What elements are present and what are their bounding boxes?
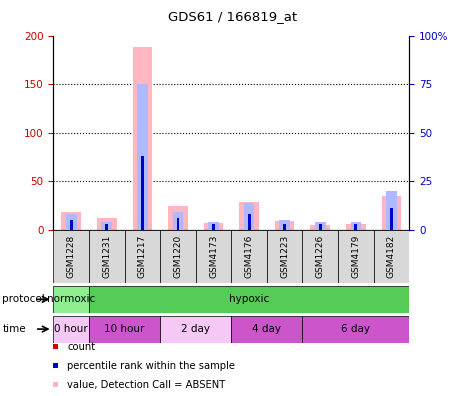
Text: value, Detection Call = ABSENT: value, Detection Call = ABSENT bbox=[67, 379, 226, 390]
Bar bbox=[106, 224, 108, 230]
Bar bbox=[140, 228, 145, 230]
Bar bbox=[53, 316, 89, 343]
Text: GSM4176: GSM4176 bbox=[245, 235, 253, 278]
Bar bbox=[211, 228, 216, 230]
Bar bbox=[283, 224, 286, 230]
Text: GSM4179: GSM4179 bbox=[352, 235, 360, 278]
Text: time: time bbox=[2, 324, 26, 334]
Text: GDS61 / 166819_at: GDS61 / 166819_at bbox=[168, 10, 297, 23]
Bar bbox=[232, 316, 303, 343]
Bar bbox=[346, 224, 365, 230]
Text: protocol: protocol bbox=[2, 294, 45, 305]
Bar bbox=[177, 218, 179, 230]
Text: GSM1231: GSM1231 bbox=[102, 235, 111, 278]
Bar bbox=[248, 214, 251, 230]
Bar bbox=[160, 230, 196, 283]
Bar bbox=[70, 220, 73, 230]
Bar bbox=[125, 230, 160, 283]
Bar bbox=[53, 230, 89, 283]
Bar bbox=[137, 84, 148, 230]
Text: GSM1223: GSM1223 bbox=[280, 235, 289, 278]
Bar bbox=[315, 222, 325, 230]
Bar bbox=[354, 224, 357, 230]
Bar bbox=[389, 226, 394, 230]
Bar bbox=[279, 220, 290, 230]
Text: GSM1228: GSM1228 bbox=[67, 235, 76, 278]
Bar bbox=[303, 316, 409, 343]
Text: GSM1226: GSM1226 bbox=[316, 235, 325, 278]
Text: count: count bbox=[67, 341, 95, 352]
Bar bbox=[374, 230, 409, 283]
Bar bbox=[204, 223, 223, 230]
Bar bbox=[282, 228, 287, 230]
Bar bbox=[141, 156, 144, 230]
Text: hypoxic: hypoxic bbox=[229, 294, 269, 305]
Bar bbox=[390, 208, 393, 230]
Bar bbox=[232, 230, 267, 283]
Bar bbox=[382, 196, 401, 230]
Bar bbox=[61, 212, 81, 230]
Text: GSM1217: GSM1217 bbox=[138, 235, 147, 278]
Bar bbox=[208, 222, 219, 230]
Bar bbox=[353, 228, 359, 230]
Bar bbox=[246, 227, 252, 230]
Text: GSM4173: GSM4173 bbox=[209, 235, 218, 278]
Bar bbox=[386, 191, 397, 230]
Bar bbox=[97, 218, 117, 230]
Bar bbox=[318, 228, 323, 230]
Text: percentile rank within the sample: percentile rank within the sample bbox=[67, 360, 235, 371]
Bar bbox=[104, 228, 109, 230]
Text: 10 hour: 10 hour bbox=[105, 324, 145, 334]
Bar bbox=[133, 47, 152, 230]
Text: GSM1220: GSM1220 bbox=[173, 235, 182, 278]
Bar bbox=[303, 230, 338, 283]
Bar bbox=[101, 222, 112, 230]
Bar bbox=[311, 225, 330, 230]
Bar bbox=[175, 228, 180, 230]
Bar bbox=[196, 230, 232, 283]
Bar bbox=[212, 224, 215, 230]
Bar bbox=[69, 228, 74, 230]
Text: GSM4182: GSM4182 bbox=[387, 235, 396, 278]
Bar bbox=[351, 222, 361, 230]
Bar bbox=[89, 316, 160, 343]
Text: 4 day: 4 day bbox=[252, 324, 281, 334]
Bar bbox=[89, 230, 125, 283]
Text: 6 day: 6 day bbox=[341, 324, 370, 334]
Bar bbox=[319, 224, 322, 230]
Bar bbox=[66, 214, 77, 230]
Text: 0 hour: 0 hour bbox=[54, 324, 88, 334]
Bar bbox=[53, 286, 89, 313]
Bar bbox=[173, 212, 183, 230]
Bar bbox=[267, 230, 303, 283]
Bar bbox=[239, 202, 259, 230]
Bar bbox=[275, 221, 294, 230]
Bar bbox=[244, 202, 254, 230]
Text: normoxic: normoxic bbox=[47, 294, 95, 305]
Text: 2 day: 2 day bbox=[181, 324, 210, 334]
Bar bbox=[160, 316, 232, 343]
Bar bbox=[338, 230, 374, 283]
Bar bbox=[168, 206, 188, 230]
